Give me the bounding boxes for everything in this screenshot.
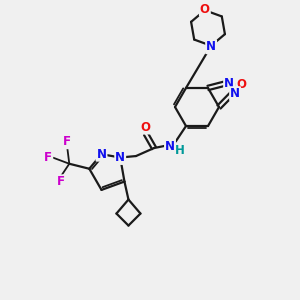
Text: H: H — [175, 144, 185, 157]
Text: N: N — [206, 40, 216, 53]
Text: N: N — [97, 148, 106, 161]
Text: N: N — [224, 77, 234, 90]
Text: N: N — [230, 87, 240, 100]
Text: N: N — [115, 151, 125, 164]
Text: F: F — [63, 135, 71, 148]
Text: F: F — [44, 151, 52, 164]
Text: N: N — [165, 140, 175, 153]
Text: O: O — [200, 3, 210, 16]
Text: O: O — [236, 78, 246, 91]
Text: F: F — [57, 175, 65, 188]
Text: O: O — [140, 121, 150, 134]
